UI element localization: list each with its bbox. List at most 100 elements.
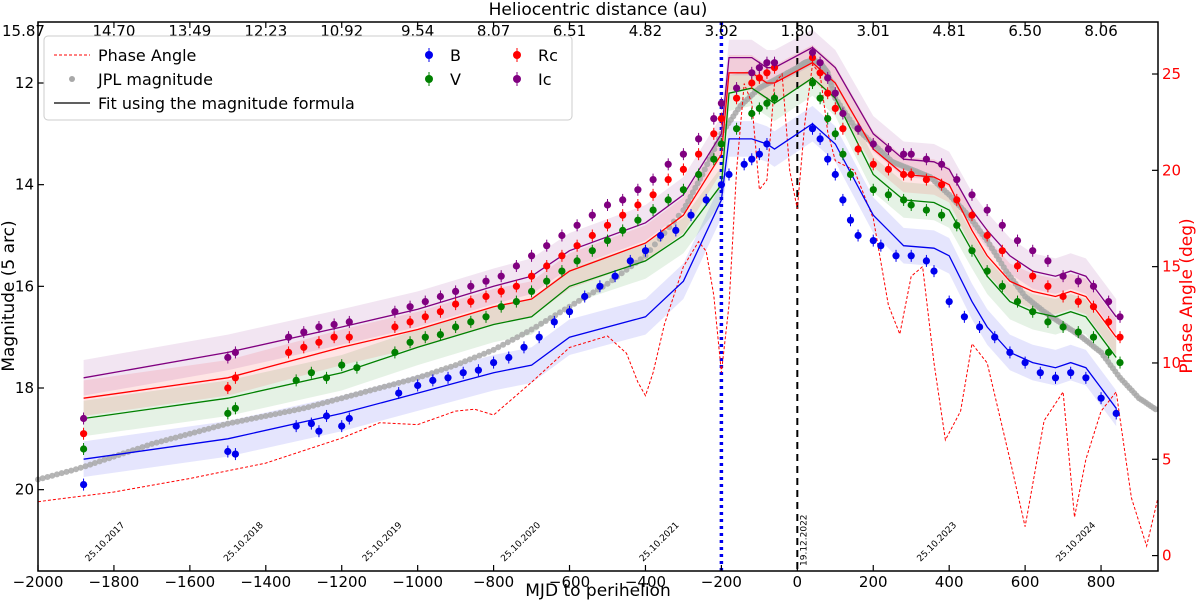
v-point (770, 94, 779, 102)
ic-point (755, 64, 764, 72)
jpl-point (409, 376, 416, 383)
jpl-point (334, 396, 340, 403)
jpl-point (485, 348, 492, 355)
jpl-point (466, 356, 473, 363)
rc-point (543, 262, 551, 270)
jpl-point (405, 377, 412, 384)
jpl-point (571, 300, 578, 307)
ic-point (528, 252, 536, 260)
rc-point (391, 323, 399, 331)
v-point (968, 247, 976, 255)
ic-point (421, 298, 429, 306)
ic-point (497, 272, 505, 280)
jpl-point (258, 413, 265, 420)
top-tick-label: 4.81 (932, 22, 965, 40)
ic-point (391, 308, 399, 316)
rc-point (482, 292, 490, 301)
v-point (231, 404, 239, 412)
b-point (831, 170, 839, 179)
rc-point (224, 384, 232, 392)
b-point (315, 427, 323, 435)
top-tick-label: 15.87 (2, 22, 45, 40)
ic-point (588, 211, 596, 219)
jpl-point (305, 404, 312, 411)
jpl-point (651, 241, 658, 248)
b-point (641, 247, 650, 255)
v-point (482, 313, 490, 321)
jpl-point (685, 198, 692, 205)
fit-band (83, 44, 1117, 417)
b-point (1112, 409, 1120, 417)
jpl-point (253, 414, 260, 421)
legend-v-swatch (425, 75, 433, 83)
b-point (657, 231, 665, 240)
rc-point (1116, 333, 1124, 341)
v-point (588, 247, 596, 255)
right-y-axis-title: Phase Angle (deg) (1177, 218, 1197, 373)
b-point (338, 422, 346, 430)
v-point (998, 282, 1006, 290)
y-tick-label: 12 (15, 74, 34, 92)
ic-point (1013, 237, 1022, 245)
rc-point (300, 343, 308, 351)
jpl-point (476, 352, 483, 359)
b-point (345, 414, 353, 423)
jpl-point (371, 386, 378, 393)
rc-point (436, 308, 444, 316)
b-point (808, 125, 817, 133)
b-point (611, 272, 619, 280)
jpl-point (58, 470, 65, 477)
jpl-point (433, 368, 440, 375)
jpl-point (324, 399, 331, 405)
jpl-point (694, 180, 701, 187)
jpl-point (462, 358, 469, 365)
jpl-point (210, 424, 217, 431)
ic-point (603, 201, 612, 209)
y2-tick-label: 20 (1162, 161, 1181, 179)
b-point (1006, 348, 1014, 356)
v-point (808, 79, 817, 87)
ic-point (695, 135, 703, 143)
v-point (558, 267, 566, 275)
ic-point (831, 89, 839, 97)
rc-point (619, 211, 627, 219)
v-point (497, 303, 505, 311)
v-point (573, 257, 581, 265)
rc-point (649, 191, 657, 199)
b-point (429, 376, 437, 384)
jpl-point (153, 439, 160, 446)
jpl-point (205, 425, 212, 432)
ic-point (679, 150, 688, 158)
jpl-point (419, 373, 426, 380)
ic-point (1089, 282, 1098, 290)
ic-point (733, 84, 741, 92)
jpl-point (158, 438, 165, 445)
y-tick-label: 16 (15, 277, 34, 295)
jpl-point (452, 362, 459, 369)
ic-point (436, 292, 444, 301)
ic-point (710, 115, 718, 123)
v-point (603, 237, 612, 245)
v-point (512, 298, 521, 306)
jpl-point (504, 339, 511, 346)
b-point (687, 211, 695, 219)
rc-point (854, 145, 862, 153)
y2-tick-label: 0 (1162, 547, 1172, 565)
b-point (907, 252, 915, 260)
ic-point (770, 59, 779, 67)
jpl-point (704, 161, 711, 168)
jpl-point (243, 416, 250, 423)
v-point (755, 104, 764, 112)
jpl-point (481, 350, 488, 357)
v-point (983, 267, 991, 275)
date-label: 19.12.2022 (799, 514, 809, 566)
v-point (322, 374, 331, 382)
ic-point (285, 333, 293, 341)
jpl-point (424, 371, 431, 378)
ic-point (619, 196, 627, 204)
rc-point (558, 252, 566, 260)
ic-point (224, 353, 232, 362)
b-point (1021, 359, 1029, 367)
v-point (953, 221, 961, 229)
legend-b-swatch (425, 51, 433, 59)
